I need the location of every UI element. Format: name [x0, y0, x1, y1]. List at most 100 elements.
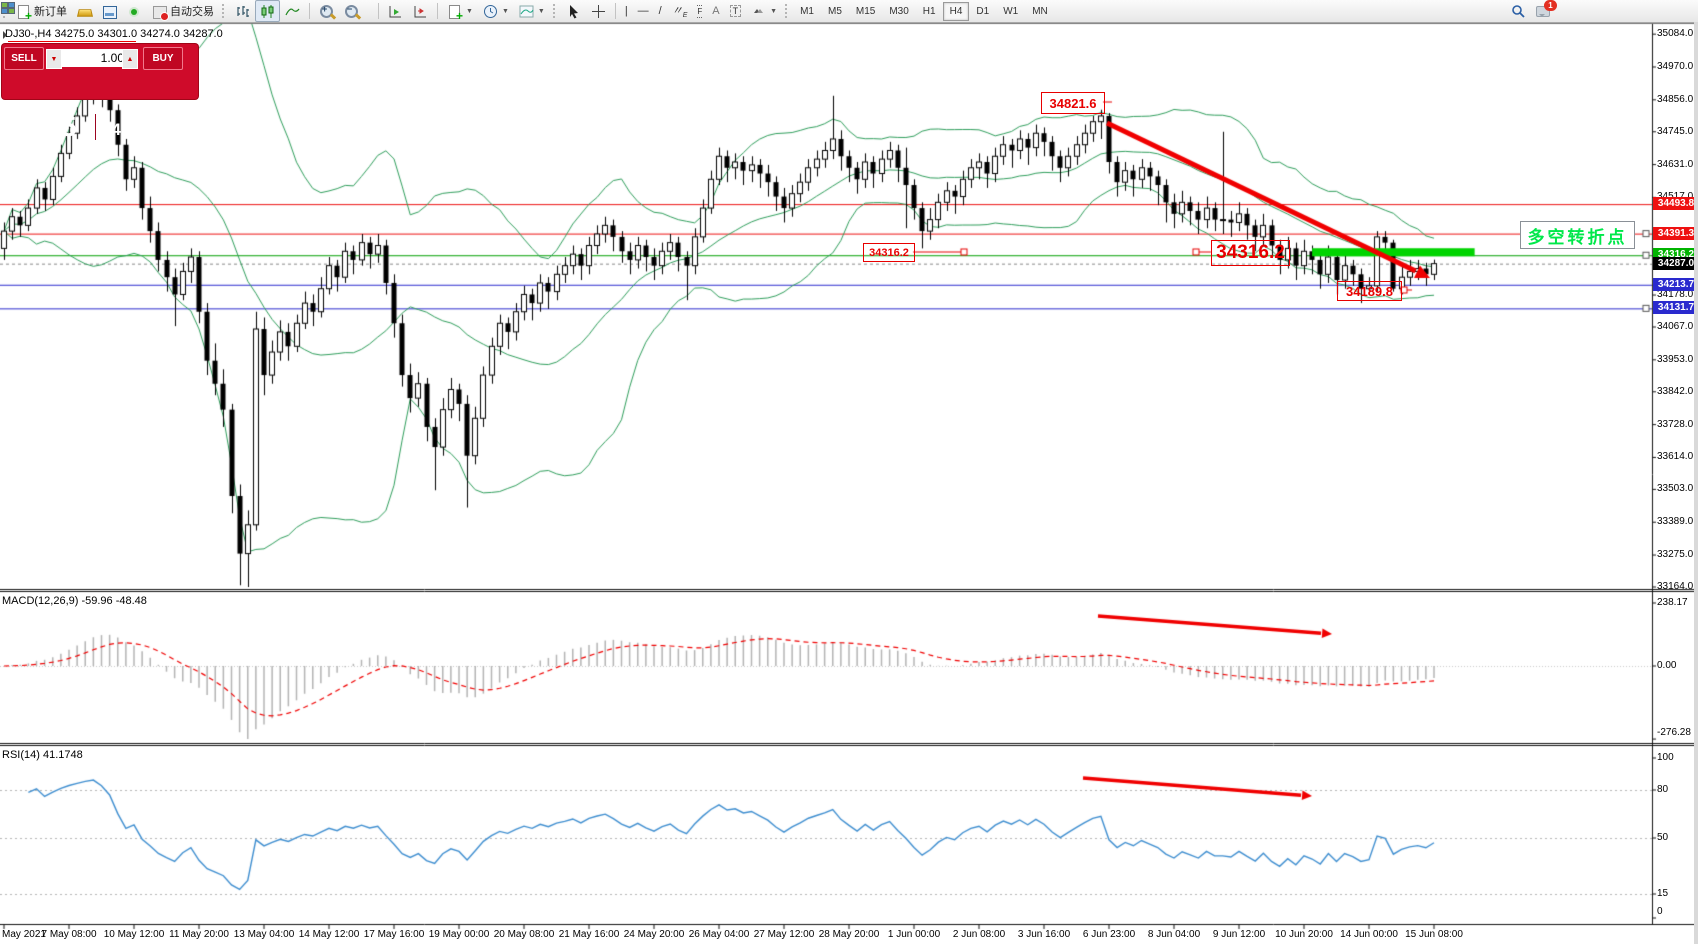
volume-input[interactable]: [62, 49, 128, 67]
price-tick-label: 33842.0: [1657, 385, 1694, 397]
indicators-icon: [519, 5, 534, 17]
rsi-scale-label: 80: [1657, 784, 1669, 795]
deposit-button[interactable]: [72, 0, 97, 22]
chart-window-icon: [102, 4, 117, 19]
date-tick-label: May 2021: [2, 929, 46, 940]
price-tag: 34493.8: [1653, 197, 1698, 211]
price-tick-label: 34970.0: [1657, 60, 1694, 72]
auto-trading-icon: [152, 4, 169, 21]
price-tick-label: 35084.0: [1657, 28, 1694, 40]
signal-icon: [127, 4, 142, 19]
zoom-in-button[interactable]: +: [314, 0, 339, 22]
indicators-button[interactable]: ▼: [514, 0, 550, 22]
price-tick-label: 33164.0: [1657, 581, 1694, 592]
price-tick-label: 33728.0: [1657, 418, 1694, 430]
horizontal-line-button[interactable]: —: [637, 5, 649, 17]
timeframe-h1[interactable]: H1: [922, 5, 936, 17]
notifications-button[interactable]: 1: [1531, 0, 1557, 22]
timeframe-m5[interactable]: M5: [827, 5, 842, 17]
channel-button[interactable]: 〃E: [671, 5, 688, 20]
cursor-icon: [569, 4, 578, 18]
buy-button[interactable]: BUY: [143, 47, 183, 70]
date-tick-label: 28 May 20:00: [818, 929, 880, 940]
line-chart-icon: [285, 8, 300, 15]
macd-label: MACD(12,26,9) -59.96 -48.48: [2, 595, 147, 607]
fibonacci-button[interactable]: F: [697, 4, 703, 18]
macd-scale-label: 0.00: [1657, 660, 1677, 671]
bar-chart-button[interactable]: [230, 0, 255, 22]
date-tick-label: 17 May 16:00: [363, 929, 425, 940]
timeframe-d1[interactable]: D1: [976, 5, 990, 17]
timeframe-h4[interactable]: H4: [942, 1, 970, 21]
price-tag: 34287.0: [1653, 256, 1698, 270]
tile-windows-button[interactable]: [1, 0, 374, 22]
price-tag: 34213.7: [1653, 277, 1698, 291]
new-chart-icon: +: [447, 4, 463, 22]
trendline-button[interactable]: /: [658, 5, 662, 17]
annotation-low-price[interactable]: 34189.8: [1337, 281, 1402, 301]
rsi-scale-label: 50: [1657, 832, 1669, 843]
price-tick-label: 33389.0: [1657, 516, 1694, 528]
date-tick-label: 27 May 12:00: [753, 929, 815, 940]
price-tick-label: 33503.0: [1657, 483, 1694, 495]
rsi-scale-label: 0: [1657, 906, 1663, 917]
timeframe-mn[interactable]: MN: [1032, 5, 1048, 17]
text-label-button[interactable]: T: [725, 0, 747, 22]
arrows-tool-icon: [754, 8, 764, 13]
macd-scale-label: -276.28: [1657, 727, 1691, 738]
price-tick-label: 33953.0: [1657, 353, 1694, 365]
price-tick-label: 34631.0: [1657, 158, 1694, 170]
date-tick-label: 15 Jun 08:00: [1405, 929, 1463, 940]
arrows-tool-button[interactable]: ▼: [746, 0, 782, 22]
zoom-out-button[interactable]: −: [339, 0, 364, 22]
annotation-level-small[interactable]: 34316.2: [863, 243, 915, 262]
auto-trading-label: 自动交易: [170, 6, 214, 18]
date-tick-label: 14 May 12:00: [298, 929, 360, 940]
timeframe-w1[interactable]: W1: [1003, 5, 1019, 17]
rsi-scale-label: 15: [1657, 888, 1669, 899]
crosshair-icon: [591, 4, 605, 18]
title-underline: [8, 41, 136, 42]
timeframe-bar: M1 M5 M15 M30 H1 H4 D1 W1 MN: [793, 1, 1055, 21]
timeframe-m15[interactable]: M15: [855, 5, 876, 17]
annotation-level-big[interactable]: 34316.2: [1211, 240, 1290, 266]
auto-scroll-button[interactable]: [383, 0, 408, 22]
date-tick-label: 3 Jun 16:00: [1017, 929, 1071, 940]
auto-trading-button[interactable]: 自动交易: [147, 0, 219, 22]
price-tick-label: 34745.0: [1657, 125, 1694, 137]
new-order-button[interactable]: + 新订单: [11, 0, 72, 22]
vertical-line-button[interactable]: |: [624, 5, 628, 17]
market-watch-button[interactable]: [97, 0, 122, 22]
date-tick-label: 20 May 08:00: [493, 929, 555, 940]
signals-button[interactable]: [122, 0, 147, 22]
sell-button[interactable]: SELL: [4, 47, 44, 70]
line-chart-button[interactable]: [280, 0, 305, 22]
clock-icon: [483, 4, 497, 18]
window-icon: [3, 31, 11, 39]
date-tick-label: 2 Jun 08:00: [952, 929, 1006, 940]
cursor-button[interactable]: [561, 0, 586, 22]
date-tick-label: 7 May 08:00: [41, 929, 97, 940]
crosshair-button[interactable]: [586, 0, 611, 22]
timeframe-m1[interactable]: M1: [800, 5, 814, 17]
candle-chart-button[interactable]: [255, 0, 280, 22]
annotation-turning-point-note[interactable]: 多空转折点: [1520, 221, 1635, 249]
new-chart-button[interactable]: + ▼: [442, 0, 478, 22]
chat-icon: 1: [1536, 0, 1557, 19]
period-button[interactable]: ▼: [478, 0, 514, 22]
date-tick-label: 10 Jun 20:00: [1275, 929, 1333, 940]
timeframe-m30[interactable]: M30: [889, 5, 909, 17]
macd-scale-label: 238.17: [1657, 597, 1688, 608]
price-tick-label: 34178.0: [1657, 289, 1694, 301]
chart-shift-button[interactable]: [408, 0, 433, 22]
date-tick-label: 19 May 00:00: [428, 929, 490, 940]
volume-down-button[interactable]: ▼: [46, 49, 62, 69]
text-tool-button[interactable]: A: [712, 5, 720, 17]
search-button[interactable]: [1506, 0, 1531, 22]
date-tick-label: 1 Jun 00:00: [887, 929, 941, 940]
annotation-peak-price[interactable]: 34821.6: [1041, 92, 1105, 114]
date-tick-label: 21 May 16:00: [558, 929, 620, 940]
volume-up-button[interactable]: ▲: [122, 49, 138, 69]
